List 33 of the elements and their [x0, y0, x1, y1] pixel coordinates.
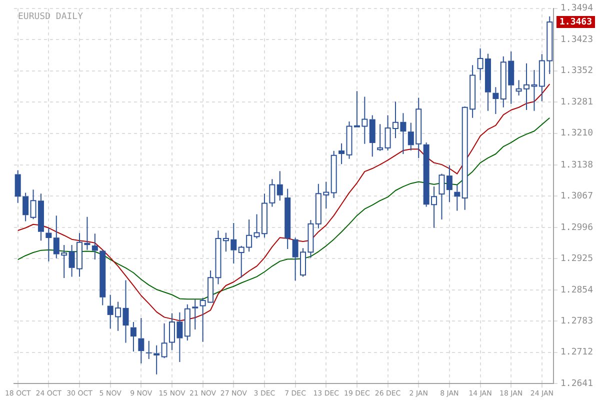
y-tick-label: 1.3138: [560, 160, 594, 170]
y-tick-label: 1.2641: [560, 378, 594, 389]
text: 1.3463: [559, 17, 592, 28]
y-tick-label: 1.3210: [560, 128, 594, 139]
candlestick: [122, 280, 129, 344]
y-tick-label: 1.2996: [560, 222, 594, 233]
candlestick: [446, 164, 452, 202]
y-tick-label: 1.3423: [560, 34, 594, 45]
y-tick-label: 1.3281: [560, 97, 594, 108]
candlestick: [184, 304, 190, 341]
y-tick-label: 1.2925: [560, 254, 594, 264]
y-tick-label: 1.2783: [560, 316, 594, 326]
candlestick: [338, 142, 345, 165]
candlestick: [192, 299, 198, 330]
y-tick-label: 1.2854: [560, 285, 594, 296]
y-tick-label: 1.3494: [560, 4, 594, 14]
candlestick: [438, 173, 445, 220]
candlestick: [492, 86, 499, 114]
candlestick: [276, 170, 283, 202]
y-tick-label: 1.3067: [560, 192, 594, 202]
candlestick: [330, 150, 337, 198]
candlestick: [377, 124, 384, 152]
candlestick: [284, 188, 291, 250]
candlestick: [100, 249, 106, 306]
candlestick: [454, 184, 460, 212]
candlestick: [369, 114, 376, 158]
chart-title: EURUSD DAILY: [18, 12, 84, 22]
y-tick-label: 1.2712: [560, 348, 594, 358]
candlestick: [138, 318, 144, 364]
candlestick: [130, 322, 136, 352]
y-tick-label: 1.3352: [560, 66, 594, 76]
candlestick: [46, 227, 52, 262]
candlestick: [92, 233, 98, 260]
